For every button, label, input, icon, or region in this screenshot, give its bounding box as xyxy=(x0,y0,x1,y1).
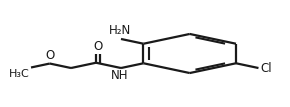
Text: Cl: Cl xyxy=(261,62,272,74)
Text: H₂N: H₂N xyxy=(108,24,131,37)
Text: H₃C: H₃C xyxy=(9,69,30,79)
Text: NH: NH xyxy=(111,69,128,82)
Text: O: O xyxy=(93,40,102,53)
Text: O: O xyxy=(45,49,55,62)
